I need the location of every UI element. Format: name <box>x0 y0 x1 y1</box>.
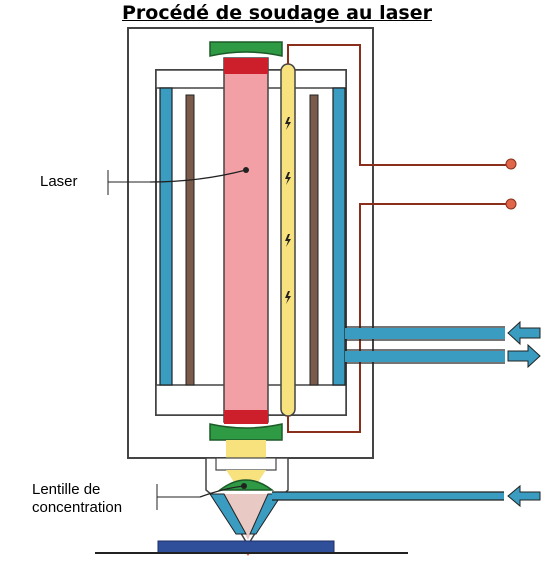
electrode-terminal-top <box>505 158 517 170</box>
lens-label-line1: Lentille de <box>32 481 101 498</box>
electrode-wire-bottom <box>287 203 510 433</box>
arrow-out-icon <box>507 343 541 369</box>
laser-label: Laser <box>40 173 78 190</box>
gas-nozzle-left <box>209 493 247 535</box>
laser-pointer-dot <box>243 167 249 173</box>
electrode-terminal-bottom <box>505 198 517 210</box>
arrow-in-icon <box>507 320 541 346</box>
reflector-right <box>309 94 319 386</box>
beam-cone <box>224 494 268 540</box>
laser-rod-bottom-cap <box>224 410 268 424</box>
reflector-left <box>185 94 195 386</box>
lightning-icon <box>285 291 291 304</box>
cooling-channel-left <box>159 87 173 386</box>
lens-pointer-dot <box>241 483 247 489</box>
cooling-channel-right <box>332 87 346 386</box>
electrode-wire-top <box>287 44 510 166</box>
gas-feed-pipe <box>272 492 504 500</box>
laser-label-pointer <box>149 169 247 183</box>
lightning-icon <box>285 172 291 185</box>
top-mirror <box>209 41 283 57</box>
laser-rod <box>223 57 269 423</box>
cooling-pipe-in <box>345 326 505 341</box>
lens-label: Lentille de concentration <box>32 481 122 517</box>
workpiece <box>157 540 335 554</box>
cooling-pipe-out <box>345 349 505 364</box>
arrow-in-icon <box>507 484 541 508</box>
bottom-mirror <box>209 423 283 441</box>
lens-label-pointer <box>199 485 245 498</box>
diagram-title: Procédé de soudage au laser <box>122 2 432 24</box>
lightning-icon <box>285 117 291 130</box>
lightning-icon <box>285 234 291 247</box>
lens-label-line2: concentration <box>32 499 123 516</box>
laser-rod-top-cap <box>224 58 268 74</box>
